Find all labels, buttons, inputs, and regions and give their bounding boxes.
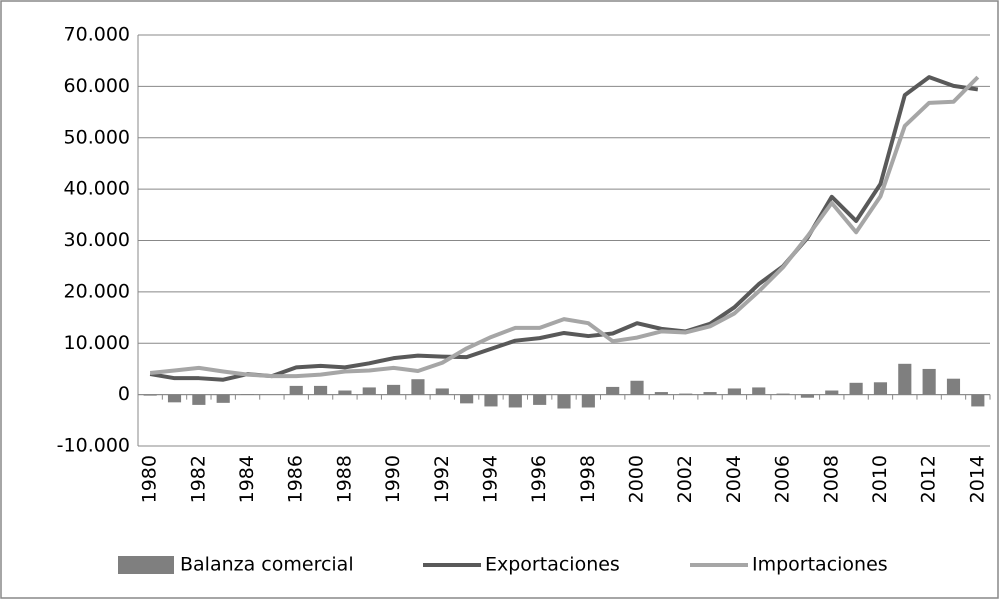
line (149, 75, 980, 379)
bar (825, 390, 839, 395)
x-tick-label: 1988 (333, 455, 355, 503)
bar (167, 394, 182, 403)
y-tick-label: 40.000 (64, 178, 130, 200)
bar (192, 394, 206, 405)
y-tick-label: 70.000 (64, 24, 130, 46)
bar (460, 394, 474, 404)
line (149, 75, 979, 382)
y-tick-label: 50.000 (64, 126, 130, 148)
bar (411, 379, 425, 395)
legend-label: Exportaciones (485, 554, 620, 576)
bar (143, 394, 157, 396)
bar (581, 394, 595, 408)
bar (873, 382, 888, 395)
bar (313, 385, 328, 395)
bar (727, 388, 741, 395)
x-tick-label: 1994 (479, 455, 501, 503)
bar (922, 368, 936, 395)
bar (533, 394, 547, 405)
x-tick-label: 1980 (139, 455, 161, 503)
bar (946, 378, 961, 395)
legend-swatch (118, 556, 174, 574)
legend-label: Importaciones (752, 554, 888, 576)
y-tick-label: 10.000 (64, 332, 130, 354)
x-tick-label: 2002 (674, 455, 696, 503)
x-tick-label: 2014 (966, 455, 988, 503)
bar (240, 394, 255, 395)
x-tick-label: 1998 (577, 455, 599, 503)
x-tick-label: 2000 (626, 455, 648, 503)
x-tick-label: 1982 (187, 455, 209, 503)
x-tick-label: 2008 (820, 455, 842, 503)
bar (216, 394, 230, 403)
x-tick-label: 2004 (723, 455, 745, 503)
bar (630, 380, 644, 395)
x-tick-label: 1996 (528, 455, 550, 503)
y-tick-label: 60.000 (64, 75, 130, 97)
bar (484, 394, 498, 407)
x-tick-label: 1984 (236, 455, 258, 503)
x-tick-label: 1986 (285, 455, 307, 503)
x-tick-label: 2012 (918, 455, 940, 503)
bar (849, 382, 863, 395)
bar (362, 387, 376, 395)
bar (654, 392, 668, 395)
bar (387, 384, 401, 395)
bar (898, 363, 912, 395)
y-tick-label: 30.000 (64, 229, 130, 251)
y-tick-label: 0 (118, 383, 130, 405)
bar (508, 394, 522, 408)
legend-label: Balanza comercial (180, 554, 354, 576)
bar (752, 387, 766, 395)
y-tick-label: -10.000 (57, 435, 130, 457)
bar (971, 394, 985, 407)
y-tick-label: 20.000 (64, 280, 130, 302)
x-tick-label: 1992 (431, 455, 453, 503)
bar (606, 386, 620, 395)
bar (289, 385, 303, 395)
bar (703, 392, 717, 395)
x-tick-label: 2006 (772, 455, 794, 503)
bar (776, 393, 790, 395)
bar (800, 394, 815, 398)
x-tick-label: 1990 (382, 455, 404, 503)
bar (679, 393, 693, 395)
x-tick-label: 2010 (869, 455, 891, 503)
bar (338, 390, 352, 395)
bar (435, 388, 449, 395)
bar (557, 394, 571, 409)
